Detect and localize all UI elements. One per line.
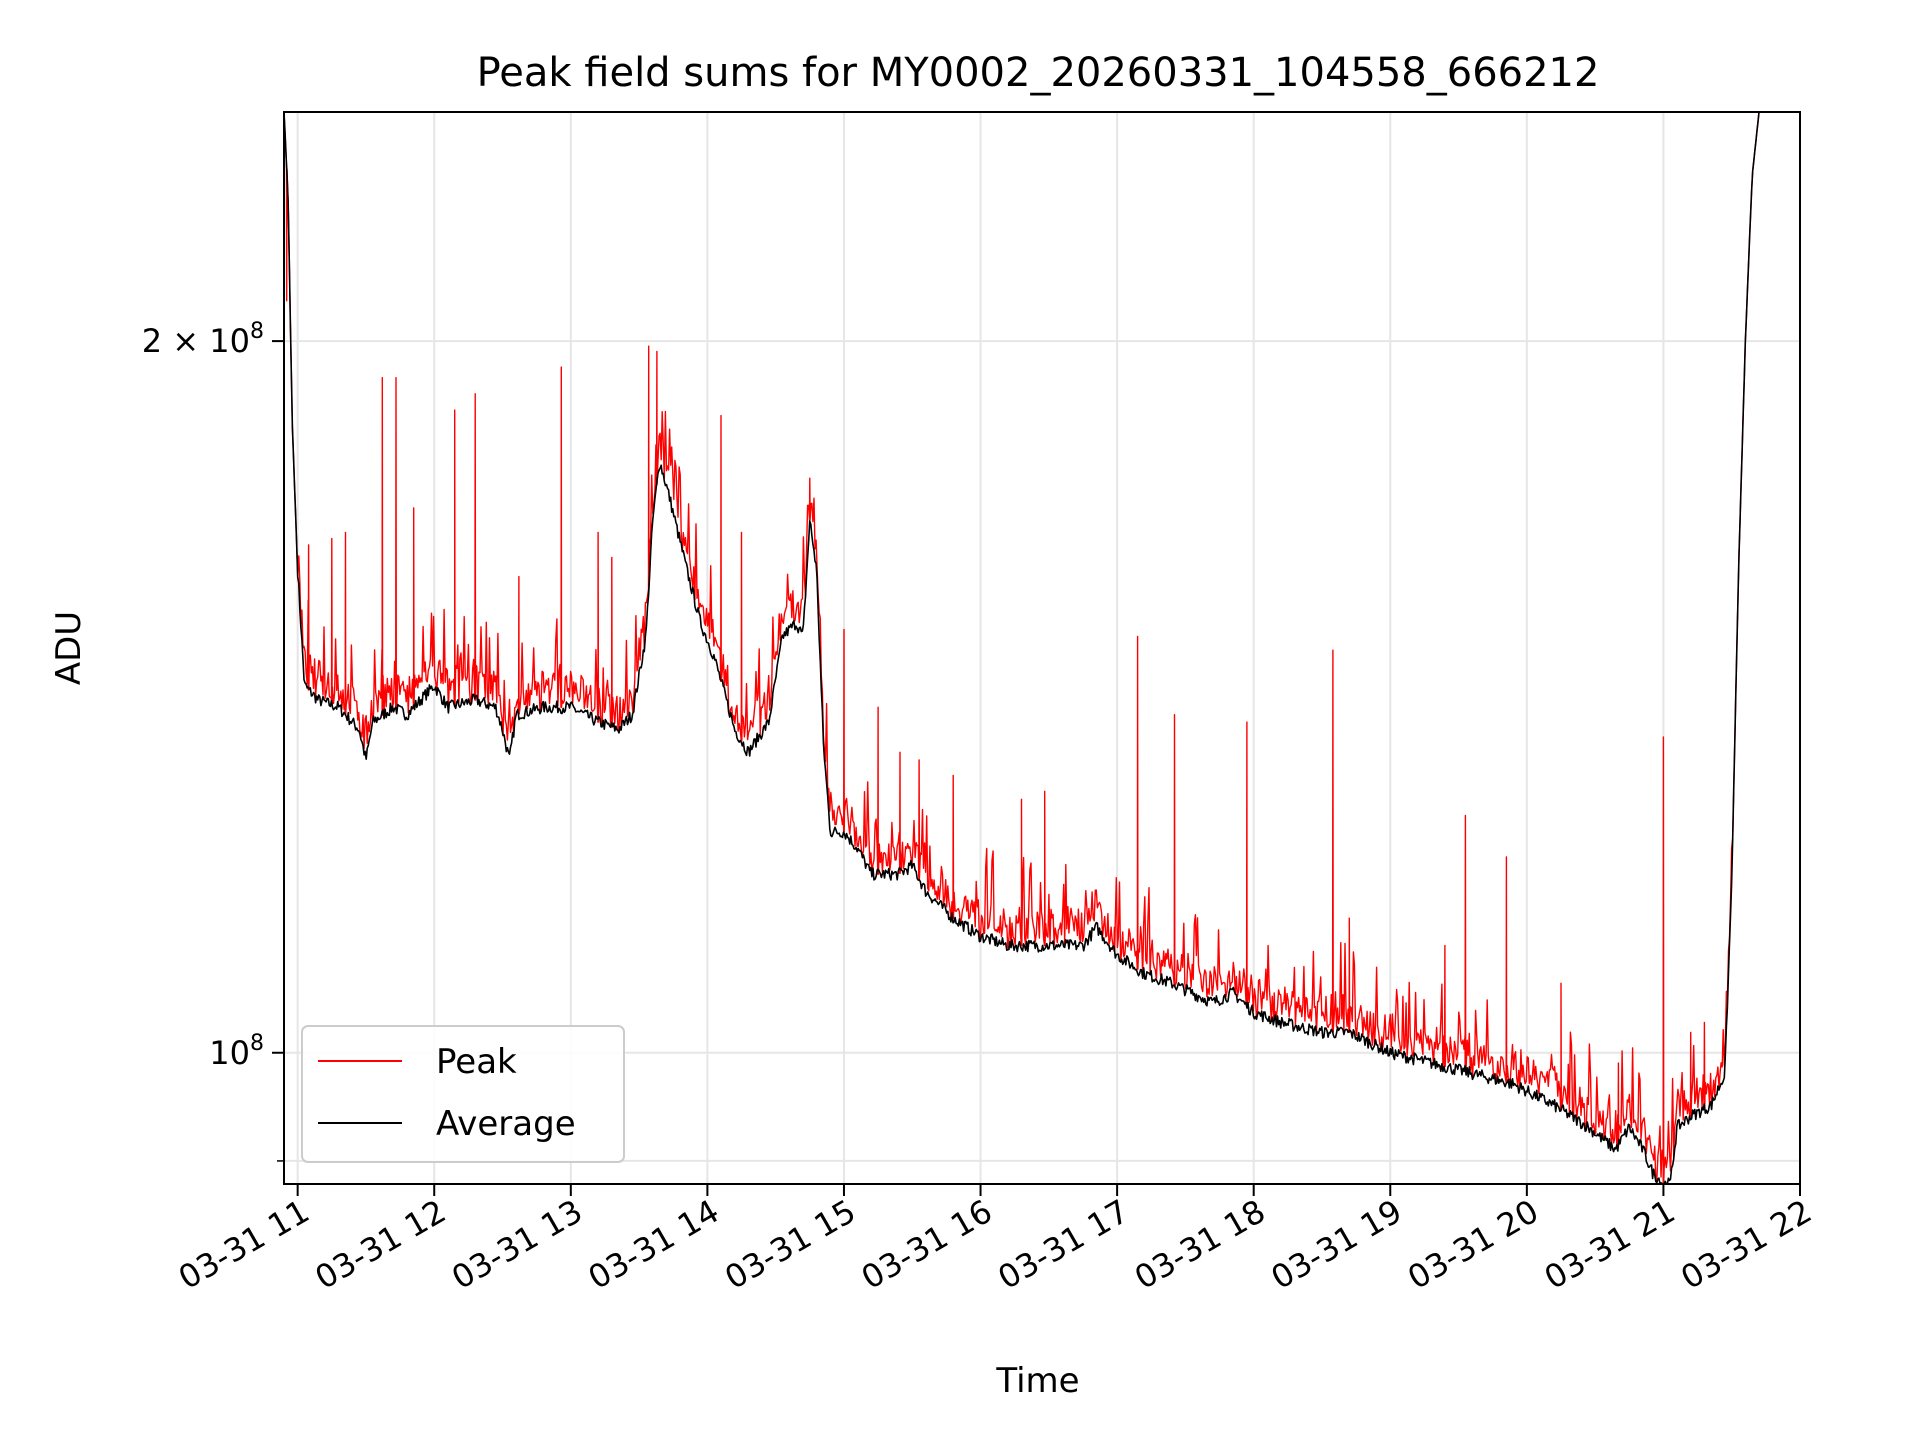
series-layer — [283, 111, 1760, 1185]
legend-peak-label: Peak — [436, 1042, 517, 1082]
y-tick-base: 10 — [209, 1034, 250, 1072]
x-tick-label: 03-31 16 — [855, 1192, 999, 1297]
x-tick-label: 03-31 19 — [1265, 1192, 1409, 1297]
x-tick-label: 03-31 20 — [1401, 1192, 1545, 1297]
peak-series-line — [283, 111, 1760, 1185]
legend: Peak Average — [301, 1025, 625, 1163]
y-tick-base: 2 × 10 — [142, 322, 250, 360]
y-tick-exponent: 8 — [250, 1031, 264, 1056]
y-tick-exponent: 8 — [250, 319, 264, 344]
y-tick-label: 108 — [209, 1031, 264, 1072]
x-tick-label: 03-31 14 — [582, 1192, 726, 1297]
x-tick-label: 03-31 21 — [1538, 1192, 1682, 1297]
average-series-line — [283, 111, 1760, 1185]
legend-average-label: Average — [436, 1104, 576, 1144]
x-tick-label: 03-31 18 — [1128, 1192, 1272, 1297]
y-axis-label: ADU — [49, 611, 89, 685]
x-tick-label: 03-31 15 — [718, 1192, 862, 1297]
chart-title: Peak field sums for MY0002_20260331_1045… — [477, 50, 1600, 96]
grid-layer — [284, 112, 1801, 1184]
x-tick-label: 03-31 11 — [172, 1192, 316, 1297]
x-tick-label: 03-31 17 — [992, 1192, 1136, 1297]
y-tick-label: 2 × 108 — [142, 319, 264, 360]
x-tick-label: 03-31 12 — [309, 1192, 453, 1297]
plot-frame — [283, 111, 1801, 1185]
x-tick-label: 03-31 22 — [1674, 1192, 1818, 1297]
x-tick-label: 03-31 13 — [445, 1192, 589, 1297]
x-axis-label: Time — [995, 1361, 1079, 1401]
